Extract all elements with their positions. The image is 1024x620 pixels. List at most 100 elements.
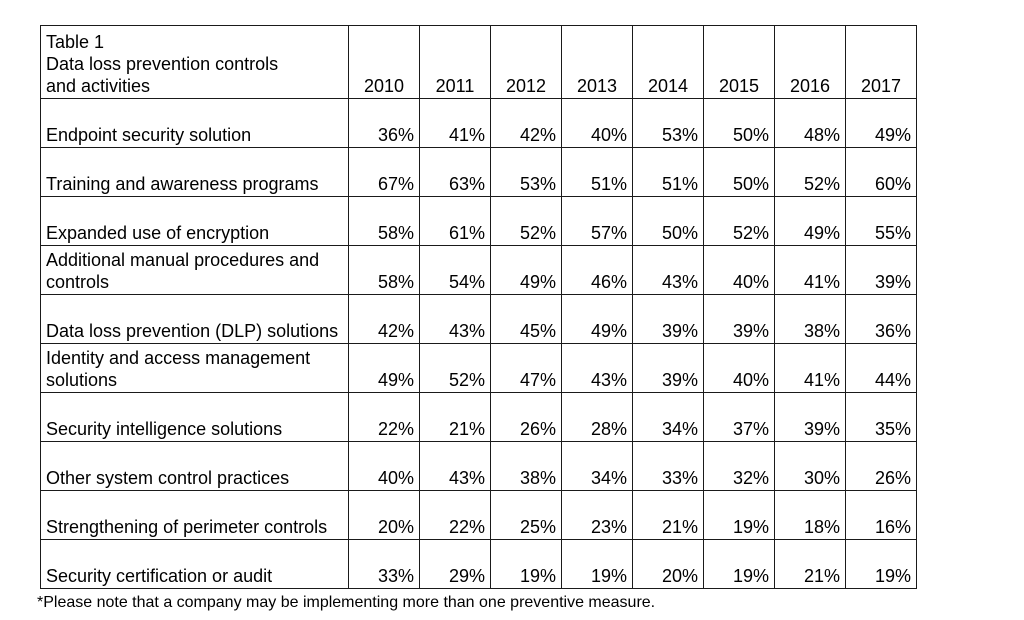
value-cell: 23%	[561, 490, 633, 540]
row-label: Expanded use of encryption	[40, 196, 349, 246]
value-cell: 19%	[845, 539, 917, 589]
value-cell: 28%	[561, 392, 633, 442]
value-cell: 19%	[703, 490, 775, 540]
value-cell: 38%	[490, 441, 562, 491]
value-cell: 30%	[774, 441, 846, 491]
row-label: Security intelligence solutions	[40, 392, 349, 442]
value-cell: 52%	[703, 196, 775, 246]
footnote: *Please note that a company may be imple…	[37, 594, 656, 611]
value-cell: 54%	[419, 245, 491, 295]
header-row: Table 1 Data loss prevention controls an…	[40, 25, 917, 99]
value-cell: 48%	[774, 98, 846, 148]
table-row: Expanded use of encryption 58% 61% 52% 57% 50…	[40, 196, 917, 246]
value-cell: 40%	[348, 441, 420, 491]
table-row: Identity and access management solutions…	[40, 343, 917, 393]
value-cell: 35%	[845, 392, 917, 442]
value-cell: 55%	[845, 196, 917, 246]
value-cell: 51%	[561, 147, 633, 197]
value-cell: 26%	[490, 392, 562, 442]
year-header: 2012	[490, 25, 562, 99]
data-loss-prevention-table: Table 1 Data loss prevention controls an…	[40, 25, 917, 589]
value-cell: 36%	[348, 98, 420, 148]
table-title-line: Data loss prevention controls	[46, 54, 279, 74]
value-cell: 16%	[845, 490, 917, 540]
table-row: Other system control practices 40% 43% 38% 3…	[40, 441, 917, 491]
value-cell: 22%	[348, 392, 420, 442]
value-cell: 45%	[490, 294, 562, 344]
value-cell: 44%	[845, 343, 917, 393]
table-container: Table 1 Data loss prevention controls an…	[40, 25, 917, 589]
value-cell: 46%	[561, 245, 633, 295]
value-cell: 43%	[419, 441, 491, 491]
value-cell: 50%	[703, 147, 775, 197]
value-cell: 58%	[348, 196, 420, 246]
value-cell: 52%	[490, 196, 562, 246]
row-label: Training and awareness programs	[40, 147, 349, 197]
value-cell: 47%	[490, 343, 562, 393]
value-cell: 40%	[703, 343, 775, 393]
table-row: Training and awareness programs 67% 63% 53%…	[40, 147, 917, 197]
row-label: Security certification or audit	[40, 539, 349, 589]
table-row: Security certification or audit 33% 29% 19%…	[40, 539, 917, 589]
value-cell: 58%	[348, 245, 420, 295]
value-cell: 50%	[703, 98, 775, 148]
value-cell: 32%	[703, 441, 775, 491]
year-header: 2011	[419, 25, 491, 99]
value-cell: 42%	[348, 294, 420, 344]
value-cell: 61%	[419, 196, 491, 246]
value-cell: 41%	[774, 343, 846, 393]
value-cell: 53%	[490, 147, 562, 197]
table-title: Table 1 Data loss prevention controls an…	[40, 25, 349, 99]
value-cell: 43%	[561, 343, 633, 393]
value-cell: 52%	[419, 343, 491, 393]
value-cell: 53%	[632, 98, 704, 148]
value-cell: 39%	[632, 294, 704, 344]
value-cell: 25%	[490, 490, 562, 540]
value-cell: 21%	[419, 392, 491, 442]
value-cell: 42%	[490, 98, 562, 148]
value-cell: 60%	[845, 147, 917, 197]
row-label: Other system control practices	[40, 441, 349, 491]
table-row: Additional manual procedures and control…	[40, 245, 917, 295]
value-cell: 34%	[561, 441, 633, 491]
table-row: Data loss prevention (DLP) solutions 42% 4…	[40, 294, 917, 344]
row-label: Additional manual procedures and control…	[40, 245, 349, 295]
table-row: Endpoint security solution 36% 41% 42% 40% 53…	[40, 98, 917, 148]
value-cell: 41%	[774, 245, 846, 295]
value-cell: 19%	[703, 539, 775, 589]
table-row: Security intelligence solutions 22% 21% 26%…	[40, 392, 917, 442]
table-title-line: and activities	[46, 76, 151, 96]
year-header: 2017	[845, 25, 917, 99]
value-cell: 21%	[632, 490, 704, 540]
value-cell: 63%	[419, 147, 491, 197]
value-cell: 49%	[845, 98, 917, 148]
value-cell: 22%	[419, 490, 491, 540]
table-row: Strengthening of perimeter controls 20% 22…	[40, 490, 917, 540]
value-cell: 49%	[348, 343, 420, 393]
value-cell: 33%	[632, 441, 704, 491]
row-label: Endpoint security solution	[40, 98, 349, 148]
value-cell: 33%	[348, 539, 420, 589]
year-header: 2014	[632, 25, 704, 99]
value-cell: 51%	[632, 147, 704, 197]
value-cell: 34%	[632, 392, 704, 442]
value-cell: 20%	[348, 490, 420, 540]
year-header: 2010	[348, 25, 420, 99]
value-cell: 50%	[632, 196, 704, 246]
value-cell: 20%	[632, 539, 704, 589]
value-cell: 41%	[419, 98, 491, 148]
value-cell: 26%	[845, 441, 917, 491]
value-cell: 40%	[703, 245, 775, 295]
value-cell: 43%	[419, 294, 491, 344]
value-cell: 49%	[774, 196, 846, 246]
value-cell: 39%	[845, 245, 917, 295]
value-cell: 49%	[561, 294, 633, 344]
year-header: 2013	[561, 25, 633, 99]
table-title-line: Table 1	[46, 32, 105, 52]
value-cell: 39%	[774, 392, 846, 442]
value-cell: 43%	[632, 245, 704, 295]
value-cell: 21%	[774, 539, 846, 589]
value-cell: 39%	[703, 294, 775, 344]
value-cell: 38%	[774, 294, 846, 344]
value-cell: 36%	[845, 294, 917, 344]
